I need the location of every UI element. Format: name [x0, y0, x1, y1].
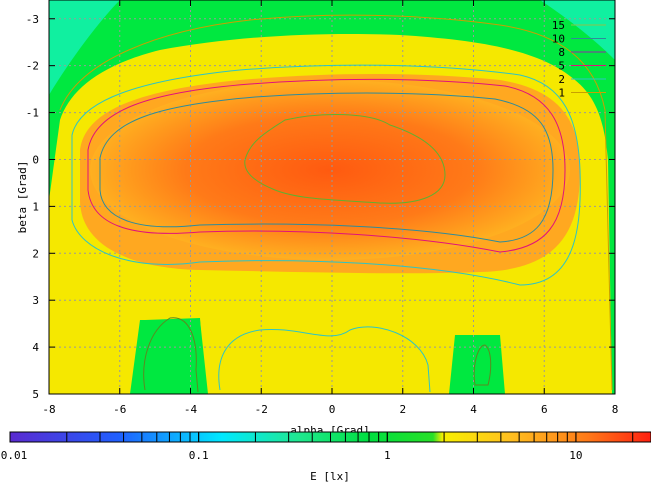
legend-label: 5 — [558, 60, 565, 73]
legend-label: 1 — [558, 87, 565, 100]
legend-label: 8 — [558, 46, 565, 59]
contour-5 — [87, 78, 566, 253]
contour-lines — [59, 14, 613, 393]
colorbar-ticks: 0.01 0.1 1 10 — [1, 432, 634, 462]
x-tick-label: 0 — [329, 403, 336, 416]
legend-label: 10 — [552, 33, 565, 46]
x-tick-label: 2 — [399, 403, 406, 416]
y-tick-label: -3 — [26, 13, 39, 26]
contour-1-left — [143, 317, 199, 393]
legend-label: 2 — [558, 73, 565, 86]
colorbar-tick-label: 0.01 — [1, 449, 28, 462]
x-tick-label: -8 — [42, 403, 55, 416]
colorbar-tick-label: 10 — [569, 449, 582, 462]
y-axis-label: beta [Grad] — [16, 161, 29, 234]
x-axis: -8 -6 -4 -2 0 2 4 6 8 — [42, 0, 618, 416]
contour-2-lower — [218, 326, 431, 393]
colorbar-tick-label: 1 — [384, 449, 391, 462]
x-tick-label: -2 — [255, 403, 268, 416]
y-tick-label: 5 — [32, 388, 39, 401]
colorbar-label: E [lx] — [310, 470, 350, 483]
y-tick-label: 1 — [32, 200, 39, 213]
x-tick-label: 6 — [541, 403, 548, 416]
y-tick-label: 0 — [32, 153, 39, 166]
y-tick-label: 3 — [32, 294, 39, 307]
contour-1-right — [473, 344, 492, 386]
contour-8 — [99, 92, 554, 243]
y-tick-label: 4 — [32, 341, 39, 354]
colorbar-tick-label: 0.1 — [189, 449, 209, 462]
x-tick-label: -6 — [113, 403, 126, 416]
contour-2 — [71, 64, 581, 286]
y-tick-label: 2 — [32, 247, 39, 260]
y-tick-label: -1 — [26, 107, 39, 120]
x-tick-label: 8 — [612, 403, 619, 416]
x-tick-label: 4 — [470, 403, 477, 416]
y-tick-label: -2 — [26, 60, 39, 73]
grid-lines — [49, 0, 615, 394]
x-tick-label: -4 — [184, 403, 198, 416]
contour-1 — [59, 14, 613, 391]
contour-15 — [244, 114, 446, 204]
legend-label: 15 — [552, 19, 565, 32]
